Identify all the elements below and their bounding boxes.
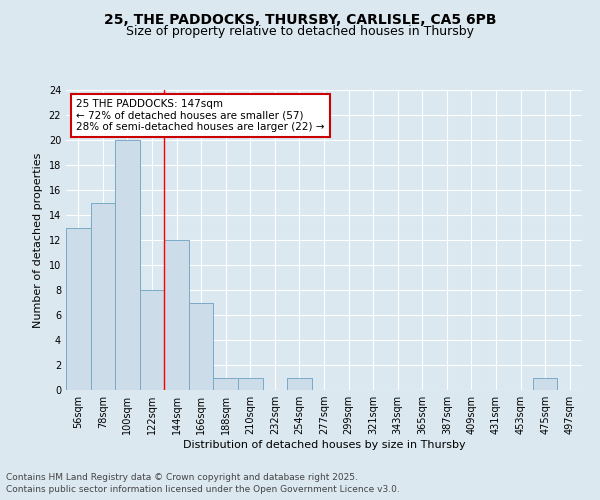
- Bar: [91, 202, 115, 390]
- Bar: [189, 302, 214, 390]
- Text: Size of property relative to detached houses in Thursby: Size of property relative to detached ho…: [126, 25, 474, 38]
- Bar: [115, 140, 140, 390]
- Y-axis label: Number of detached properties: Number of detached properties: [33, 152, 43, 328]
- X-axis label: Distribution of detached houses by size in Thursby: Distribution of detached houses by size …: [182, 440, 466, 450]
- Bar: [287, 378, 312, 390]
- Text: Contains HM Land Registry data © Crown copyright and database right 2025.: Contains HM Land Registry data © Crown c…: [6, 474, 358, 482]
- Bar: [66, 228, 91, 390]
- Text: Contains public sector information licensed under the Open Government Licence v3: Contains public sector information licen…: [6, 485, 400, 494]
- Bar: [238, 378, 263, 390]
- Bar: [140, 290, 164, 390]
- Bar: [533, 378, 557, 390]
- Bar: [214, 378, 238, 390]
- Bar: [164, 240, 189, 390]
- Text: 25, THE PADDOCKS, THURSBY, CARLISLE, CA5 6PB: 25, THE PADDOCKS, THURSBY, CARLISLE, CA5…: [104, 12, 496, 26]
- Text: 25 THE PADDOCKS: 147sqm
← 72% of detached houses are smaller (57)
28% of semi-de: 25 THE PADDOCKS: 147sqm ← 72% of detache…: [76, 99, 325, 132]
